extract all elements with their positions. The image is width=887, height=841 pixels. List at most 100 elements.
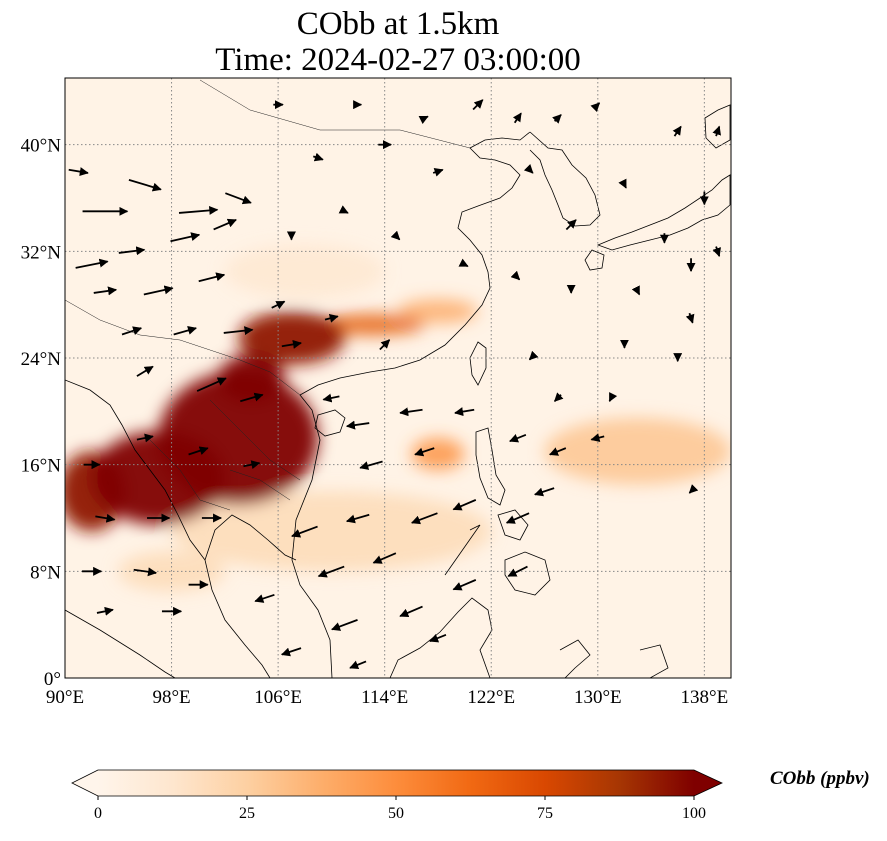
wind-arrow — [452, 579, 477, 591]
border-cambodia — [229, 469, 291, 501]
wind-arrow — [178, 205, 219, 215]
cobb-plume — [218, 354, 285, 402]
colorbar-extend-min — [72, 770, 98, 796]
wind-arrow — [432, 168, 444, 177]
wind-arrow — [429, 633, 447, 643]
wind-arrow — [243, 460, 261, 470]
cobb-plume — [171, 491, 492, 572]
colorbar-tick-label: 100 — [682, 805, 706, 822]
wind-arrow — [554, 392, 564, 402]
wind-arrow — [505, 512, 530, 524]
coastline-borneo — [389, 597, 493, 678]
colorbar-tick-label: 0 — [94, 805, 102, 822]
coastline-sumatra — [65, 609, 176, 678]
wind-arrow — [452, 499, 477, 511]
wind-arrow — [399, 605, 423, 618]
wind-arrow — [338, 205, 349, 214]
wind-arrow — [631, 285, 641, 296]
wind-arrow — [507, 565, 528, 577]
wind-arrow — [410, 512, 438, 525]
coastline-korea — [529, 131, 601, 227]
wind-arrow — [136, 365, 154, 377]
coastlines — [65, 104, 731, 678]
wind-arrow — [198, 272, 226, 283]
x-tick-label: 122°E — [467, 687, 515, 708]
wind-arrow — [345, 513, 370, 524]
cobb-plume — [398, 299, 478, 324]
y-tick-label: 40°N — [21, 136, 62, 157]
wind-arrow — [95, 513, 116, 523]
coastline-sulawesi — [559, 639, 591, 678]
wind-arrow — [552, 114, 562, 124]
coastline-japan-hokkaido — [704, 104, 731, 149]
wind-arrow — [196, 377, 227, 392]
wind-arrow — [225, 192, 252, 205]
wind-arrow — [414, 447, 435, 457]
coastline-myanmar — [65, 379, 206, 561]
colorbar-tick-label: 25 — [239, 805, 255, 822]
wind-arrow — [317, 565, 345, 578]
wind-arrow — [528, 350, 539, 361]
wind-arrow — [254, 593, 275, 603]
wind-arrow — [512, 112, 522, 124]
wind-arrow — [136, 433, 154, 443]
colorbar-label: CObb (ppbv) — [770, 768, 870, 789]
wind-arrow — [331, 619, 358, 631]
coastline-japan-kyushu — [584, 249, 605, 271]
wind-arrow — [458, 258, 469, 268]
coastline-malay-peninsula — [204, 559, 271, 678]
colorbar-body — [98, 770, 694, 796]
y-tick-label: 32°N — [21, 242, 62, 263]
wind-arrow — [271, 300, 286, 310]
coastline-mindanao — [504, 551, 551, 596]
x-tick-label: 98°E — [152, 687, 190, 708]
y-tick-label: 24°N — [21, 349, 62, 370]
wind-arrow — [345, 420, 370, 430]
colorbar: 0 25 50 75 100 — [71, 769, 723, 822]
wind-arrow — [324, 313, 339, 323]
wind-arrow — [418, 115, 429, 125]
wind-arrow — [399, 407, 423, 417]
wind-arrow — [472, 99, 484, 111]
chart-title-line-2: Time: 2024-02-27 03:00:00 — [215, 42, 581, 78]
wind-arrow — [359, 460, 383, 470]
x-tick-labels: 90°E 98°E 106°E 114°E 122°E 130°E 138°E — [46, 687, 728, 708]
wind-arrow — [590, 102, 601, 112]
coastline-visayas — [497, 509, 529, 541]
wind-arrow — [590, 433, 605, 443]
wind-arrow — [565, 219, 577, 231]
wind-arrow — [322, 393, 340, 403]
y-tick-labels: 0° 8°N 16°N 24°N 32°N 40°N — [21, 136, 62, 690]
wind-arrow — [688, 484, 699, 494]
colorbar-ticks: 0 25 50 75 100 — [94, 796, 706, 822]
border-thailand — [149, 439, 231, 511]
wind-arrow — [68, 167, 89, 177]
wind-arrow — [188, 446, 209, 456]
wind-arrow — [349, 660, 367, 670]
wind-arrow — [372, 552, 397, 564]
wind-arrow — [523, 164, 534, 174]
wind-arrow — [534, 487, 555, 497]
wind-arrow — [213, 218, 237, 231]
wind-arrow — [170, 232, 201, 243]
wind-arrow — [133, 567, 158, 577]
coastline-gulf-thailand — [204, 514, 297, 561]
colorbar-extend-max — [694, 770, 722, 796]
wind-arrow — [121, 326, 143, 336]
wind-arrow — [128, 179, 162, 192]
wind-arrow — [672, 125, 682, 137]
coastline-japan-honshu — [596, 174, 731, 251]
map-frame — [64, 77, 732, 679]
x-tick-label: 138°E — [681, 687, 729, 708]
wind-arrow — [281, 339, 302, 349]
y-tick-label: 16°N — [21, 456, 62, 477]
x-tick-label: 90°E — [46, 687, 84, 708]
wind-arrow — [96, 606, 114, 616]
wind-arrow — [549, 447, 567, 456]
wind-arrow — [618, 178, 627, 189]
y-tick-label: 0° — [44, 669, 61, 690]
wind-arrow — [118, 246, 146, 256]
wind-arrow — [173, 326, 197, 336]
wind-arrow — [712, 246, 721, 257]
